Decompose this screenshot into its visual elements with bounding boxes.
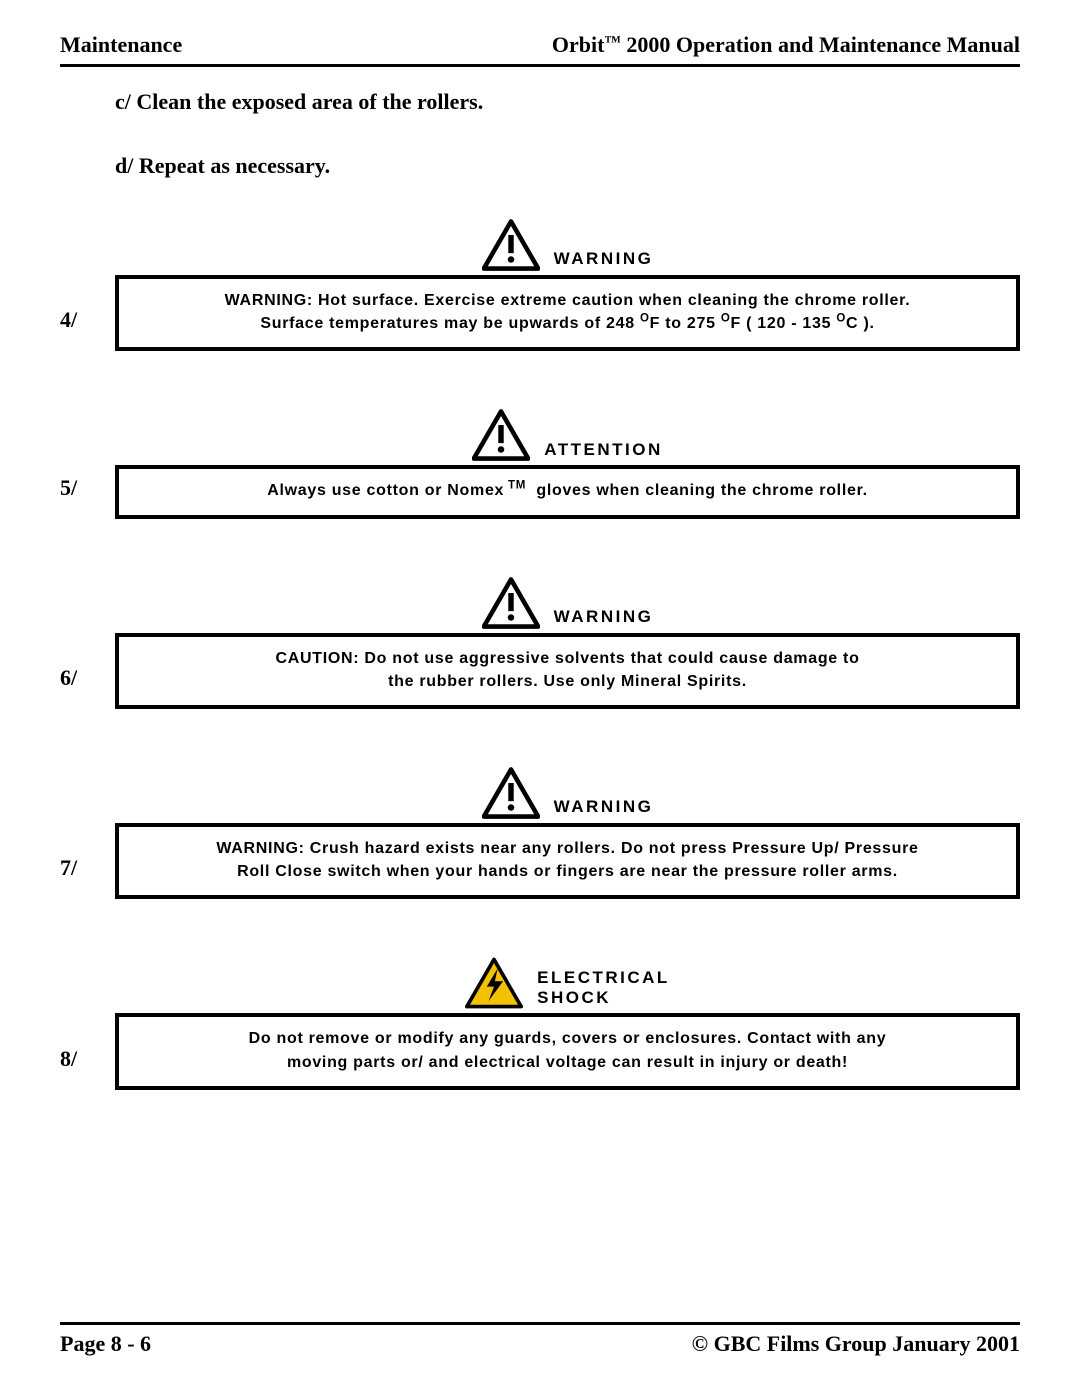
page: Maintenance Orbit™ 2000 Operation and Ma…: [0, 0, 1080, 1397]
notice-4: 4/ WARNING WARNING: Hot surface. Exercis…: [60, 219, 1020, 351]
notice-text-line: Do not remove or modify any guards, cove…: [143, 1027, 992, 1050]
warning-icon: [472, 409, 530, 461]
notice-text-line: the rubber rollers. Use only Mineral Spi…: [143, 670, 992, 693]
notice-body: Do not remove or modify any guards, cove…: [115, 1013, 1020, 1089]
notice-5: 5/ ATTENTION Always use cotton or Nomex …: [60, 409, 1020, 518]
footer-right: © GBC Films Group January 2001: [692, 1331, 1020, 1357]
notice-number: 7/: [60, 855, 115, 899]
notice-body: Always use cotton or Nomex TM gloves whe…: [115, 465, 1020, 518]
notice-label: ELECTRICAL SHOCK: [537, 968, 670, 1009]
page-header: Maintenance Orbit™ 2000 Operation and Ma…: [60, 32, 1020, 64]
notice-text-line: WARNING: Crush hazard exists near any ro…: [143, 837, 992, 860]
notice-number: 6/: [60, 665, 115, 709]
warning-icon: [482, 767, 540, 819]
footer-rule: [60, 1322, 1020, 1325]
footer-left: Page 8 - 6: [60, 1331, 151, 1357]
notice-number: 8/: [60, 1046, 115, 1090]
header-left: Maintenance: [60, 32, 182, 58]
notice-label: WARNING: [554, 249, 654, 271]
notice-text-line: WARNING: Hot surface. Exercise extreme c…: [143, 289, 992, 312]
notice-text-line: Roll Close switch when your hands or fin…: [143, 860, 992, 883]
warning-icon: [482, 577, 540, 629]
notice-body: WARNING: Hot surface. Exercise extreme c…: [115, 275, 1020, 351]
step-d: d/ Repeat as necessary.: [115, 153, 1020, 179]
electrical-shock-icon: [465, 957, 523, 1009]
notice-label: ATTENTION: [544, 440, 663, 462]
page-footer: Page 8 - 6 © GBC Films Group January 200…: [60, 1322, 1020, 1357]
notice-text-line: Always use cotton or Nomex TM gloves whe…: [143, 479, 992, 502]
notice-text-line: CAUTION: Do not use aggressive solvents …: [143, 647, 992, 670]
notice-number: 5/: [60, 475, 115, 519]
notice-7: 7/ WARNING WARNING: Crush hazard exists …: [60, 767, 1020, 899]
notice-number: 4/: [60, 307, 115, 351]
notice-text-line: moving parts or/ and electrical voltage …: [143, 1051, 992, 1074]
header-rule: [60, 64, 1020, 67]
header-right: Orbit™ 2000 Operation and Maintenance Ma…: [552, 32, 1020, 58]
notice-body: CAUTION: Do not use aggressive solvents …: [115, 633, 1020, 709]
warning-icon: [482, 219, 540, 271]
notice-body: WARNING: Crush hazard exists near any ro…: [115, 823, 1020, 899]
notice-label: WARNING: [554, 797, 654, 819]
notice-8: 8/ ELECTRICAL SHOCK Do not remove or mod…: [60, 957, 1020, 1089]
notice-text-line: Surface temperatures may be upwards of 2…: [143, 312, 992, 335]
notice-label: WARNING: [554, 607, 654, 629]
notice-6: 6/ WARNING CAUTION: Do not use aggressiv…: [60, 577, 1020, 709]
step-c: c/ Clean the exposed area of the rollers…: [115, 89, 1020, 115]
